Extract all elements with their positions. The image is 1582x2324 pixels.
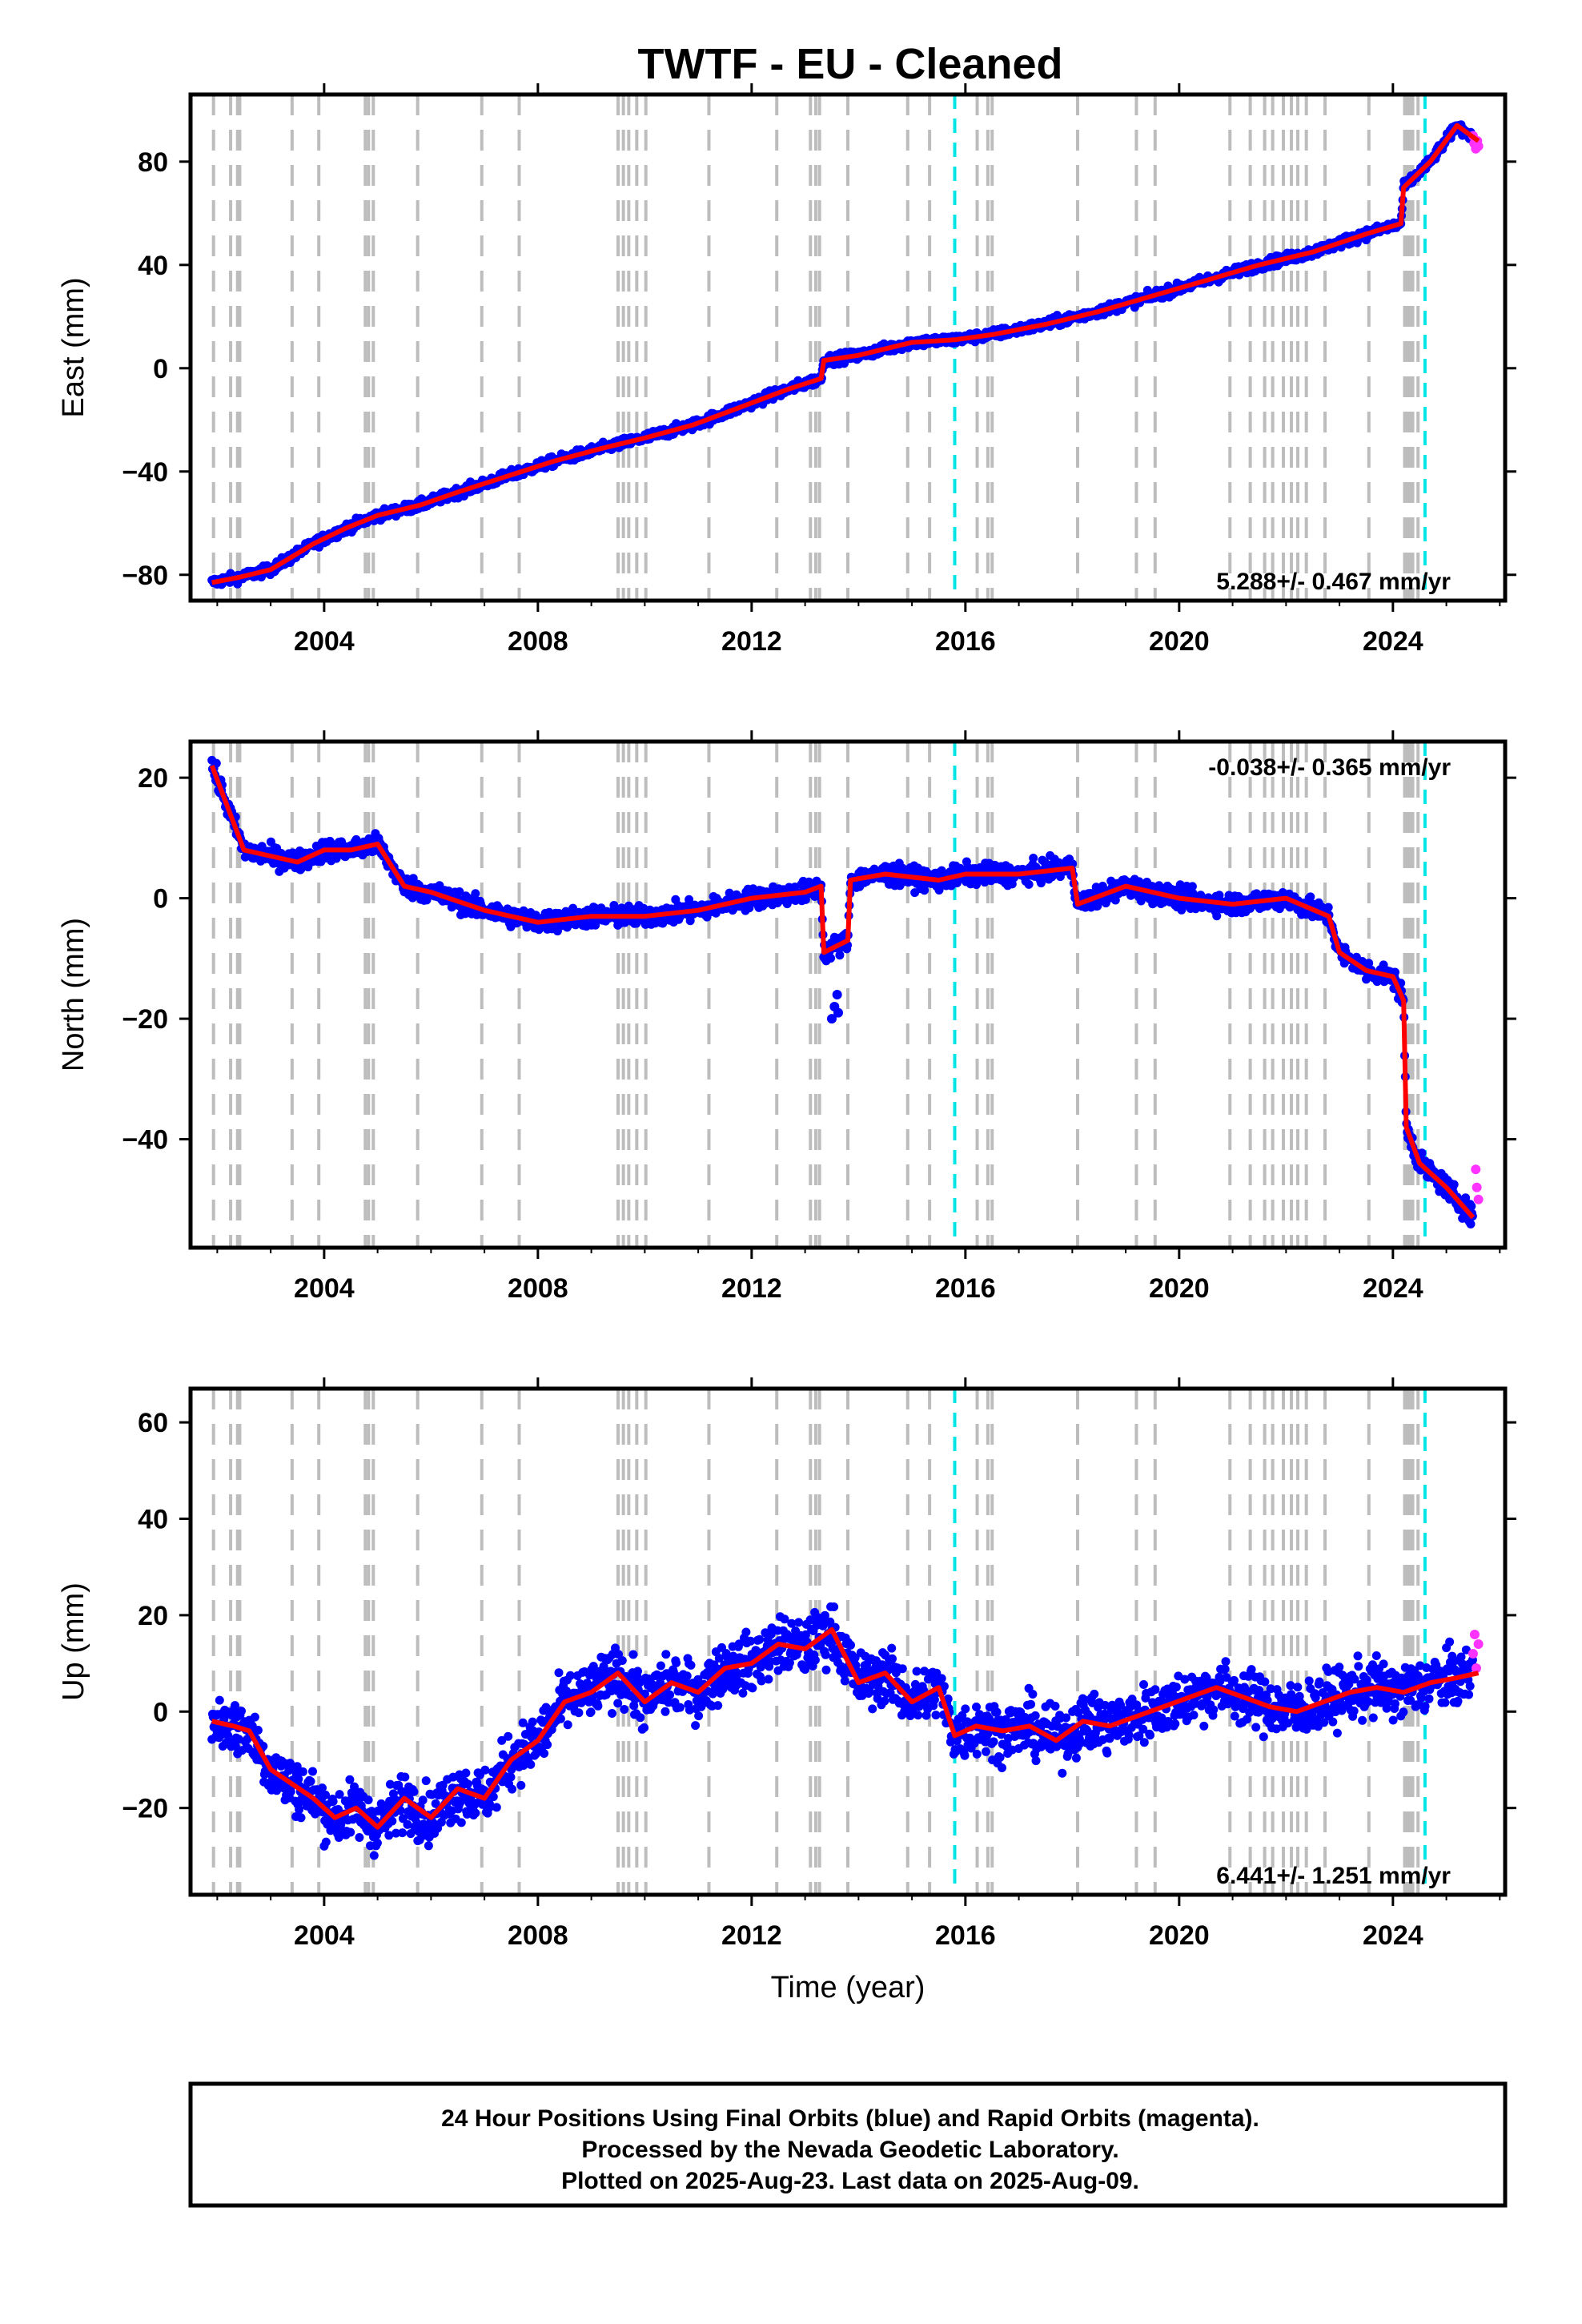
x-tick-label: 2020 (1149, 626, 1210, 657)
y-tick-label: 20 (138, 1601, 168, 1631)
y-tick-label: −40 (122, 1125, 168, 1156)
plot-frame (188, 92, 1508, 603)
x-axis-label: Time (year) (771, 1971, 926, 2004)
model-line (209, 765, 1476, 1220)
y-tick-label: −20 (122, 1004, 168, 1035)
x-tick-label: 2008 (508, 1273, 568, 1304)
rate-annotation: 5.288+/- 0.467 mm/yr (1216, 569, 1451, 595)
y-tick-label: 80 (138, 147, 168, 178)
x-tick-label: 2012 (721, 1273, 782, 1304)
plot-frame (188, 1386, 1508, 1897)
outlier-point (826, 1014, 837, 1024)
plot-area-north (207, 742, 1484, 1248)
x-tick-label: 2016 (935, 1273, 996, 1304)
footer-line-1: 24 Hour Positions Using Final Orbits (bl… (441, 2105, 1259, 2132)
x-tick-label: 2004 (294, 1273, 355, 1304)
rapid-orbit-point (1473, 1639, 1484, 1650)
x-tick-label: 2024 (1363, 1273, 1423, 1304)
rapid-orbit-point (1472, 1182, 1482, 1192)
footer-line-2: Processed by the Nevada Geodetic Laborat… (581, 2137, 1118, 2163)
y-tick-label: 0 (153, 1697, 168, 1727)
x-tick-label: 2020 (1149, 1920, 1210, 1951)
x-tick-label: 2016 (935, 1920, 996, 1951)
y-tick-label: 60 (138, 1408, 168, 1438)
footer-box (188, 2081, 1508, 2208)
rapid-orbit-point (1473, 141, 1484, 151)
rapid-orbit-point (1471, 1164, 1481, 1175)
x-tick-label: 2004 (294, 626, 355, 657)
model-line (211, 123, 1480, 585)
outlier-point (833, 1007, 843, 1018)
rate-annotation: 6.441+/- 1.251 mm/yr (1216, 1863, 1451, 1889)
model-line (211, 1627, 1480, 1830)
x-tick-label: 2024 (1363, 1920, 1423, 1951)
rapid-orbit-point (1468, 1649, 1478, 1659)
panel-east: 2004 2008 2012 2016 2020 2024 −80 −40 0 40 80 East … (57, 83, 1516, 657)
y-axis-label: East (mm) (57, 277, 90, 417)
y-tick-label: −20 (122, 1794, 168, 1824)
x-tick-label: 2012 (721, 1920, 782, 1951)
y-axis-label: North (mm) (57, 918, 90, 1072)
plot-area-up (207, 1389, 1484, 1895)
outlier-point (832, 990, 842, 999)
x-tick-label: 2004 (294, 1920, 355, 1951)
y-tick-label: −40 (122, 457, 168, 488)
panel-up: 2004 2008 2012 2016 2020 2024 −20 0 20 40 60 Up (mm… (57, 1377, 1516, 2004)
rate-annotation: -0.038+/- 0.365 mm/yr (1208, 754, 1451, 781)
rapid-orbit-point (1469, 1629, 1480, 1639)
y-tick-label: −80 (122, 561, 168, 591)
y-tick-label: 0 (153, 884, 168, 915)
footer-line-3: Plotted on 2025-Aug-23. Last data on 202… (561, 2168, 1139, 2194)
x-tick-label: 2024 (1363, 626, 1423, 657)
y-tick-label: 40 (138, 1505, 168, 1535)
y-tick-label: 0 (153, 354, 168, 384)
rapid-orbit-point (1471, 1663, 1481, 1674)
y-axis-label: Up (mm) (57, 1582, 90, 1701)
x-tick-label: 2008 (508, 1920, 568, 1951)
rapid-orbit-point (1473, 1194, 1484, 1204)
panels: 2004 2008 2012 2016 2020 2024−80−4004080East … (57, 83, 1516, 2004)
x-tick-label: 2008 (508, 626, 568, 657)
y-tick-label: 40 (138, 251, 168, 281)
x-tick-label: 2020 (1149, 1273, 1210, 1304)
plot-area-east (207, 94, 1484, 601)
x-tick-label: 2012 (721, 626, 782, 657)
plot-frame (188, 739, 1508, 1250)
x-tick-label: 2016 (935, 626, 996, 657)
panel-north: 2004 2008 2012 2016 2020 2024 −40 −20 0 20 North (… (57, 730, 1516, 1304)
chart-title: TWTF - EU - Cleaned (638, 40, 1063, 88)
y-tick-label: 20 (138, 763, 168, 794)
